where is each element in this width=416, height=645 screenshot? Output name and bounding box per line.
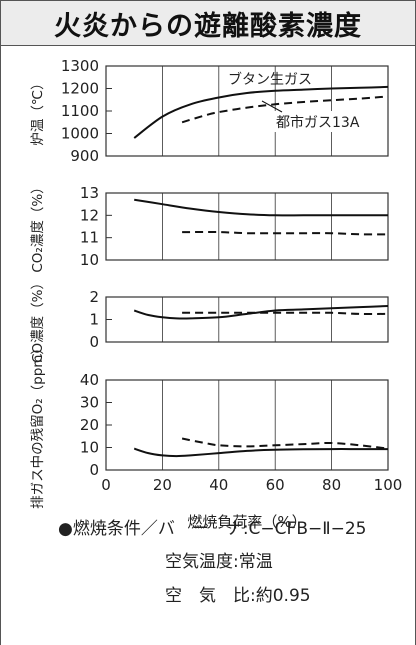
- y-tick-label: 20: [80, 416, 99, 434]
- title-bar: 火炎からの遊離酸素濃度: [0, 0, 416, 46]
- x-tick-label: 80: [322, 476, 341, 494]
- y-tick-label: 2: [89, 288, 99, 306]
- plot-frame-4: [105, 379, 389, 471]
- x-tick-label: 20: [153, 476, 172, 494]
- series-line-butane: [133, 85, 389, 139]
- x-axis-label: 燃焼負荷率（%）: [187, 513, 306, 531]
- plot-frame-3: [105, 296, 389, 343]
- y-tick-label: 10: [80, 251, 99, 269]
- annotation-leader: [261, 100, 283, 113]
- x-tick-label: 100: [374, 476, 403, 494]
- series-line-city-gas-13a: [181, 95, 389, 124]
- y-axis-label: 炉温（℃）: [30, 76, 46, 145]
- y-tick-label: 1000: [61, 125, 99, 143]
- y-tick-label: 30: [80, 394, 99, 412]
- y-tick-label: 1200: [61, 80, 99, 98]
- y-tick-label: 900: [70, 147, 99, 165]
- chart-title: 火炎からの遊離酸素濃度: [54, 10, 362, 42]
- y-tick-label: 0: [89, 461, 99, 479]
- annotation-bg: [272, 111, 370, 132]
- notes-line-3: 空 気 比:約0.95: [165, 586, 311, 606]
- y-tick-label: 12: [80, 206, 99, 224]
- series-line-butane: [133, 305, 389, 320]
- x-tick-label: 60: [266, 476, 285, 494]
- notes-line-1: ●燃焼条件／バ ー ナ:C−CFB−Ⅱ−25: [58, 519, 367, 539]
- x-tick-label: 0: [101, 476, 111, 494]
- y-tick-label: 11: [80, 229, 99, 247]
- series-line-butane: [134, 198, 388, 217]
- y-tick-label: 13: [80, 184, 99, 202]
- series-line-city-gas-13a: [182, 231, 389, 236]
- y-tick-label: 0: [89, 333, 99, 351]
- plot-frame-2: [105, 192, 389, 261]
- notes-line-2: 空気温度:常温: [165, 552, 273, 572]
- y-tick-label: 1100: [61, 102, 99, 120]
- y-tick-label: 40: [80, 371, 99, 389]
- y-axis-label: CO₂濃度（%）: [30, 180, 46, 272]
- series-line-butane: [133, 447, 388, 458]
- annotation-city-gas: 都市ガス13A: [276, 114, 360, 131]
- y-axis-label: 排ガス中の残留O₂（ppm）: [30, 341, 46, 509]
- y-axis-label: CO濃度（%）: [30, 276, 46, 363]
- series-line-city-gas-13a: [182, 311, 389, 315]
- y-tick-label: 10: [80, 439, 99, 457]
- y-tick-label: 1: [89, 311, 99, 329]
- y-tick-label: 1300: [61, 57, 99, 75]
- annotation-butane: ブタン生ガス: [228, 71, 312, 88]
- x-tick-label: 40: [209, 476, 228, 494]
- series-line-city-gas-13a: [181, 437, 389, 450]
